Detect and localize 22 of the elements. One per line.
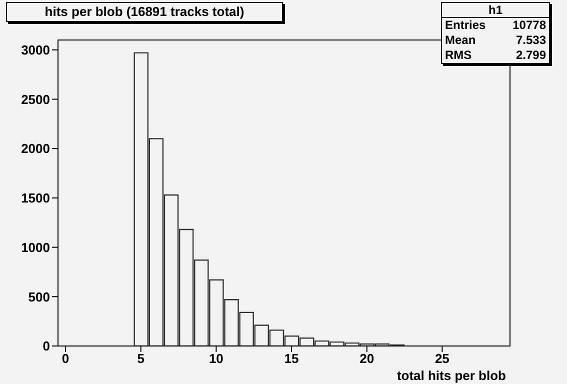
annotation: RMS <box>445 48 472 63</box>
chart-title: hits per blob (16891 tracks total) <box>6 2 283 22</box>
y-tick-label: 2000 <box>21 141 50 156</box>
x-tick-label: 15 <box>284 351 299 366</box>
x-tick-label: 20 <box>360 351 374 366</box>
x-tick-label: 5 <box>137 351 144 366</box>
x-tick-label: 0 <box>62 351 70 366</box>
text: 2.799 <box>516 48 546 63</box>
y-tick-label: 1000 <box>21 240 50 255</box>
text: 10778 <box>512 18 546 33</box>
text: h1 <box>442 3 549 18</box>
y-tick-label: 1500 <box>21 190 50 206</box>
text: 7.533 <box>516 33 546 48</box>
text: Entries <box>445 18 486 33</box>
y-tick-label: 500 <box>28 289 50 304</box>
y-tick-label: 0 <box>42 338 50 354</box>
annotation: Mean <box>445 33 476 48</box>
y-tick-label: 3000 <box>21 42 50 58</box>
y-tick-label: 2500 <box>21 92 50 107</box>
x-tick-label: 10 <box>208 351 224 366</box>
x-axis-title: total hits per blob <box>396 368 506 383</box>
x-tick-label: 25 <box>434 351 450 366</box>
